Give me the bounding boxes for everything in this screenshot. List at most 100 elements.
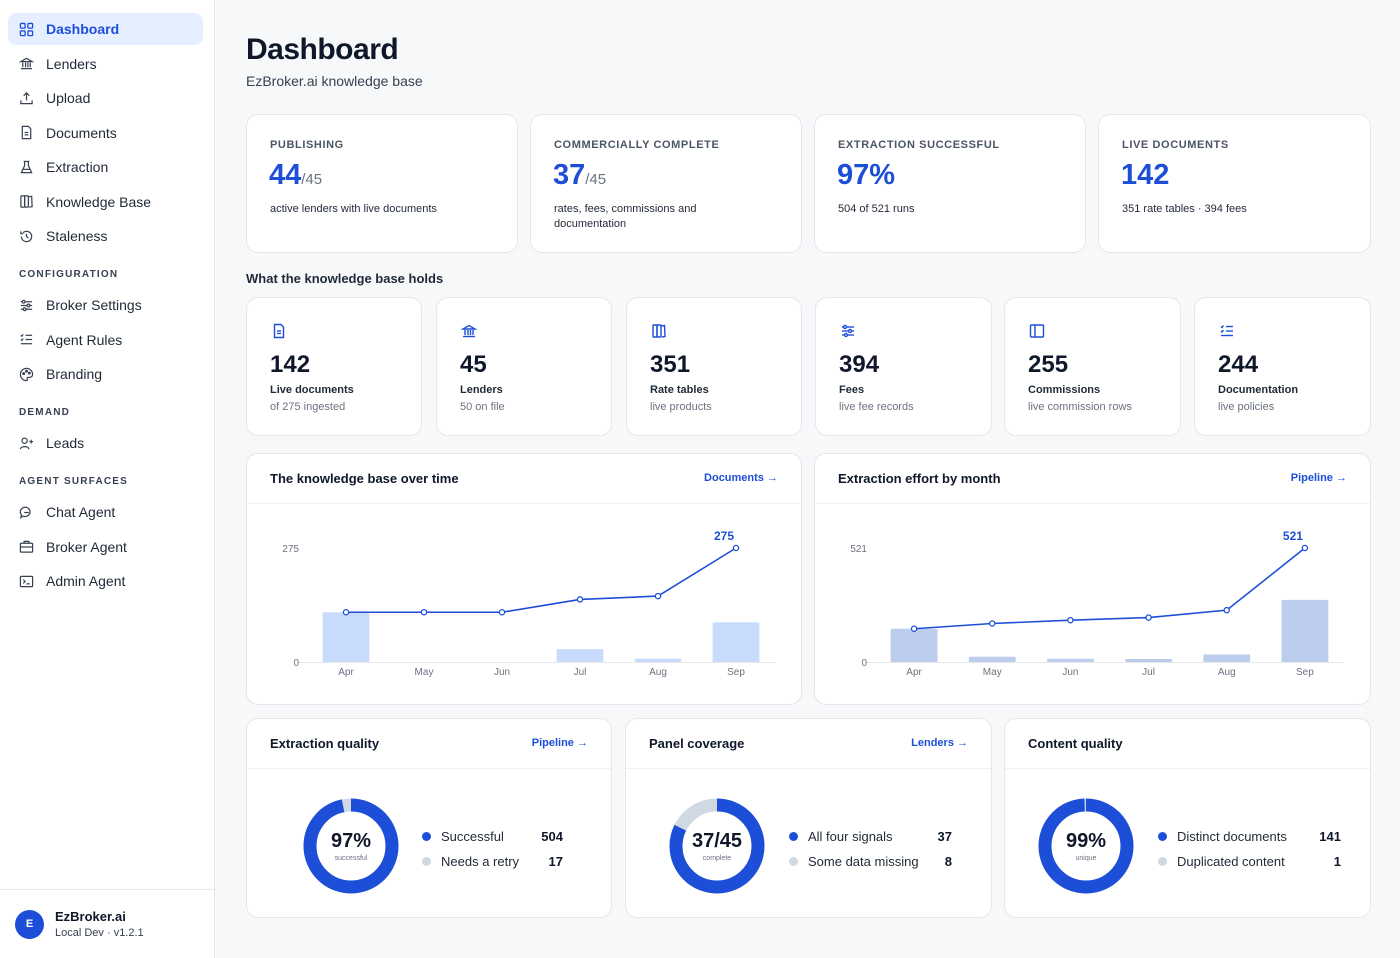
holds-card-fees[interactable]: 394 Fees live fee records xyxy=(815,297,992,436)
sidebar-item-admin-agent[interactable]: Admin Agent xyxy=(8,565,203,597)
holds-sub: live policies xyxy=(1218,401,1275,413)
chat-icon xyxy=(19,506,31,519)
page-subtitle: EzBroker.ai knowledge base xyxy=(246,73,423,89)
donut-value: 97% xyxy=(330,830,372,852)
donut-legend: Distinct documents 141 Duplicated content… xyxy=(1158,824,1341,874)
sidebar-item-dashboard[interactable]: Dashboard xyxy=(8,13,203,45)
sidebar: Dashboard Lenders Upload Documents Extra… xyxy=(0,0,215,958)
nav-section-agent-surfaces: AGENT SURFACES xyxy=(19,476,129,487)
chart-bar xyxy=(322,612,370,662)
legend-value: 1 xyxy=(1333,854,1341,869)
holds-card-commissions[interactable]: 255 Commissions live commission rows xyxy=(1004,297,1181,436)
grid-icon xyxy=(19,22,34,36)
section-title: What the knowledge base holds xyxy=(246,271,444,286)
kpi-label: LIVE DOCUMENTS xyxy=(1122,139,1229,151)
holds-card-lenders[interactable]: 45 Lenders 50 on file xyxy=(436,297,612,436)
sliders-icon xyxy=(20,299,33,311)
sidebar-item-broker-settings[interactable]: Broker Settings xyxy=(8,289,203,321)
series-line xyxy=(914,547,1306,630)
sidebar-item-label: Agent Rules xyxy=(46,331,123,348)
kpi-value: 97% xyxy=(837,159,895,192)
sidebar-item-label: Leads xyxy=(46,435,85,451)
panel-header: Extraction quality Pipeline → xyxy=(247,719,611,769)
account-name: EzBroker.ai xyxy=(55,909,126,924)
holds-value: 255 xyxy=(1028,351,1069,378)
chart-bar xyxy=(556,649,604,662)
donut-sub: complete xyxy=(702,855,732,862)
chart-bar xyxy=(890,628,938,662)
kpi-number: 37 xyxy=(553,159,586,191)
sidebar-item-leads[interactable]: Leads xyxy=(8,427,203,459)
flask-icon xyxy=(20,160,33,173)
x-tick-label: Jul xyxy=(1142,667,1155,678)
kpi-desc: 351 rate tables · 394 fees xyxy=(1122,203,1247,215)
line-point xyxy=(1067,616,1074,624)
kb-over-time-chart: 0 275 Apr May Jun Jul Aug Sep 275 xyxy=(282,529,775,678)
sidebar-item-staleness[interactable]: Staleness xyxy=(8,220,203,252)
sidebar-footer[interactable]: E EzBroker.ai Local Dev · v1.2.1 xyxy=(0,889,214,958)
sidebar-item-extraction[interactable]: Extraction xyxy=(8,151,203,183)
pipeline-link[interactable]: Pipeline → xyxy=(531,737,588,749)
donut-wrap: 97% successful xyxy=(301,796,401,896)
sidebar-item-broker-agent[interactable]: Broker Agent xyxy=(8,531,203,563)
panel-header: Extraction effort by month Pipeline → xyxy=(815,454,1370,504)
legend-dot xyxy=(422,857,431,866)
legend-dot xyxy=(1158,832,1167,841)
legend-row: All four signals 37 xyxy=(789,824,952,849)
holds-card-documentation[interactable]: 244 Documentation live policies xyxy=(1194,297,1371,436)
panel-header: Panel coverage Lenders → xyxy=(626,719,991,769)
panel-panel-coverage: Panel coverage Lenders → 37/45 complete … xyxy=(625,718,992,918)
documents-link[interactable]: Documents → xyxy=(704,472,778,484)
panel-title: Content quality xyxy=(1028,736,1123,751)
y-tick-label: 0 xyxy=(861,658,867,669)
holds-sub: live commission rows xyxy=(1028,401,1132,413)
sidebar-item-chat-agent[interactable]: Chat Agent xyxy=(8,496,203,528)
sidebar-item-lenders[interactable]: Lenders xyxy=(8,48,203,80)
sidebar-item-branding[interactable]: Branding xyxy=(8,358,203,390)
extraction-quality-donut xyxy=(303,798,399,894)
holds-label: Rate tables xyxy=(650,384,709,396)
line-point xyxy=(654,592,662,600)
kpi-value: 44/45 xyxy=(269,159,322,192)
sidebar-item-knowledge-base[interactable]: Knowledge Base xyxy=(8,186,203,218)
donut-wrap: 99% unique xyxy=(1036,796,1136,896)
kpi-card-extraction-successful: EXTRACTION SUCCESSFUL 97% 504 of 521 run… xyxy=(814,114,1086,253)
donut-slice xyxy=(303,798,399,894)
legend-label: Distinct documents xyxy=(1177,829,1287,844)
sidebar-item-documents[interactable]: Documents xyxy=(8,117,203,149)
holds-value: 244 xyxy=(1218,351,1259,378)
upload-icon xyxy=(20,91,33,104)
sidebar-item-agent-rules[interactable]: Agent Rules xyxy=(8,324,203,356)
document-icon xyxy=(273,323,285,339)
legend-label: Needs a retry xyxy=(441,854,520,869)
chart-bar xyxy=(1125,659,1173,662)
pipeline-link[interactable]: Pipeline → xyxy=(1290,472,1347,484)
kpi-number: 142 xyxy=(1121,159,1170,191)
legend-row: Duplicated content 1 xyxy=(1158,849,1341,874)
donut-legend: All four signals 37 Some data missing 8 xyxy=(789,824,952,874)
holds-label: Commissions xyxy=(1028,384,1101,396)
panel-title: Panel coverage xyxy=(649,736,745,751)
chart-bar xyxy=(1281,599,1329,662)
kpi-card-commercially-complete: COMMERCIALLY COMPLETE 37/45 rates, fees,… xyxy=(530,114,802,253)
holds-sub: 50 on file xyxy=(460,401,505,413)
kpi-value: 37/45 xyxy=(553,159,606,192)
holds-card-rate-tables[interactable]: 351 Rate tables live products xyxy=(626,297,802,436)
holds-card-live-documents[interactable]: 142 Live documents of 275 ingested xyxy=(246,297,422,436)
end-value-label: 521 xyxy=(1283,529,1303,543)
lenders-link[interactable]: Lenders → xyxy=(911,737,968,749)
holds-sub: of 275 ingested xyxy=(270,401,346,413)
line-point xyxy=(732,544,740,552)
x-tick-label: Sep xyxy=(727,667,745,678)
series-line xyxy=(346,547,737,614)
sidebar-item-label: Documents xyxy=(46,124,117,141)
sidebar-item-label: Chat Agent xyxy=(46,504,116,520)
kpi-desc: 504 of 521 runs xyxy=(838,203,915,215)
end-value-label: 275 xyxy=(714,529,734,543)
book-icon xyxy=(20,195,33,208)
x-tick-label: Jun xyxy=(494,667,510,678)
donut-wrap: 37/45 complete xyxy=(667,796,767,896)
sidebar-item-upload[interactable]: Upload xyxy=(8,82,203,114)
x-tick-label: Aug xyxy=(1218,667,1236,678)
panel-header: The knowledge base over time Documents → xyxy=(247,454,801,504)
